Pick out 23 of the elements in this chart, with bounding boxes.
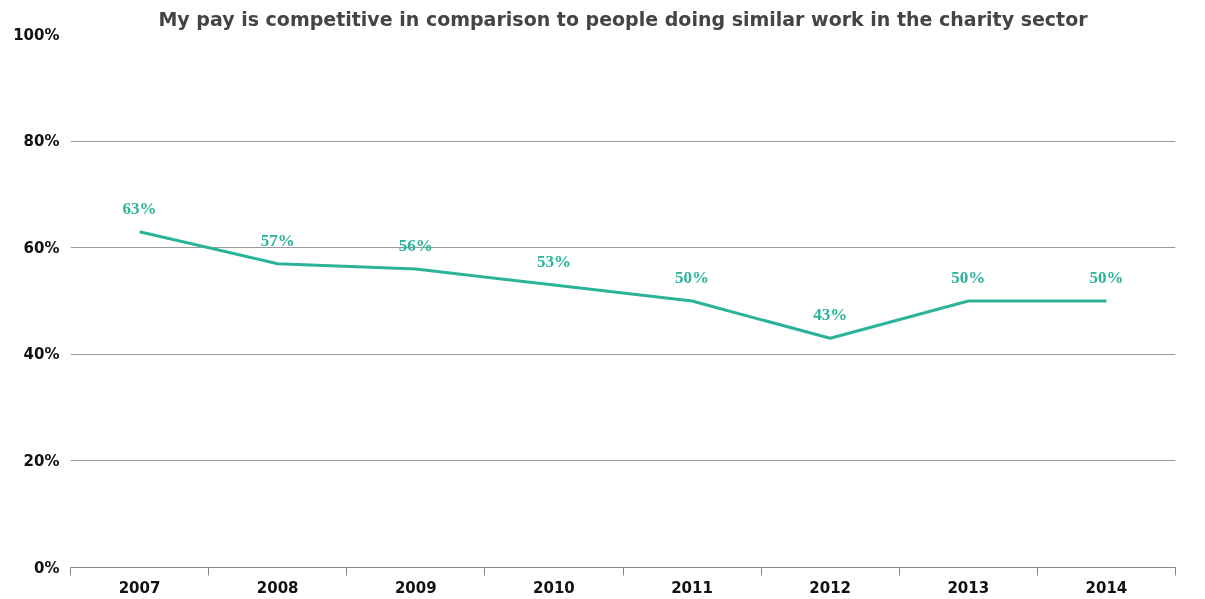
x-tick-label: 2010: [533, 578, 575, 597]
x-tick-label: 2007: [118, 578, 161, 597]
x-tick-label: 2011: [671, 578, 713, 597]
data-label: 56%: [398, 236, 433, 256]
data-label: 43%: [813, 305, 848, 325]
y-tick-label: 60%: [23, 238, 60, 257]
y-tick-label: 40%: [23, 345, 60, 364]
data-label: 50%: [1089, 268, 1124, 287]
data-label: 50%: [675, 268, 710, 287]
y-tick-label: 80%: [23, 132, 60, 151]
y-tick-label: 20%: [23, 451, 60, 470]
x-tick-label: 2012: [809, 578, 852, 597]
data-label: 57%: [260, 230, 295, 250]
chart-title: My pay is competitive in comparison to people doing similar work in the charity sector: [158, 7, 1089, 30]
y-tick-label: 0%: [34, 558, 60, 577]
x-tick-label: 2009: [394, 578, 437, 597]
data-label: 53%: [536, 252, 571, 272]
x-tick-label: 2013: [947, 578, 990, 597]
data-label: 63%: [122, 198, 157, 218]
y-tick-label: 100%: [13, 25, 60, 44]
x-tick-label: 2008: [256, 578, 299, 597]
x-tick-label: 2014: [1085, 578, 1128, 597]
data-label: 50%: [951, 268, 986, 287]
